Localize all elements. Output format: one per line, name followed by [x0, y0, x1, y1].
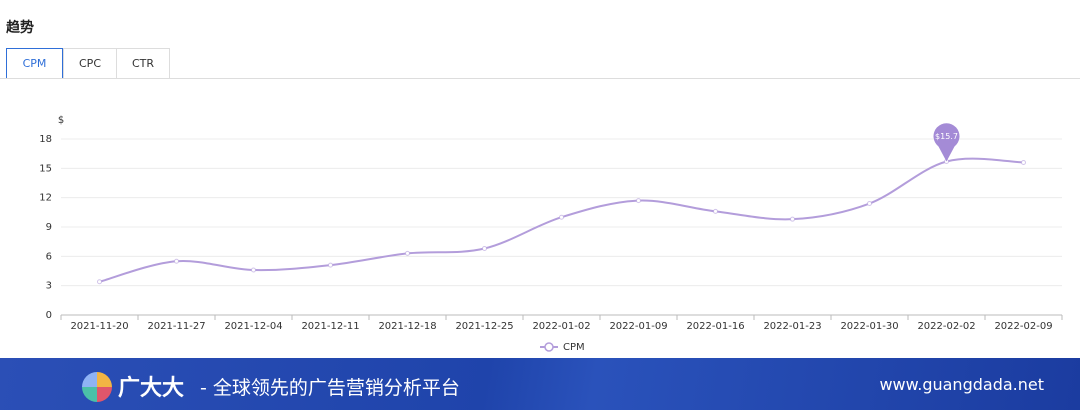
- data-point: [482, 246, 487, 252]
- data-point: [97, 279, 102, 285]
- mark-label: $15.7: [935, 132, 958, 141]
- url[interactable]: www.guangdada.net: [879, 375, 1044, 394]
- y-tick-label: 3: [46, 281, 52, 292]
- mark-pin: [933, 123, 960, 162]
- legend-label: CPM: [563, 342, 585, 353]
- data-point: [328, 262, 333, 268]
- data-point: [867, 201, 872, 207]
- y-tick-label: 9: [46, 222, 52, 233]
- brand: 广大大: [118, 376, 185, 401]
- series-line: [99, 157, 1024, 283]
- data-point: [1021, 159, 1026, 165]
- footer-banner: 广大大 - 全球领先的广告营销分析平台 www.guangdada.net: [0, 358, 1080, 410]
- chart: $0 3 6 9 12 15 18 2021-11-20 2021-11-27 2021-12-0…: [39, 115, 1063, 353]
- x-tick-label: 2021-11-27: [147, 321, 205, 332]
- x-tick-label: 2022-02-09: [994, 321, 1052, 332]
- x-tick-label: 2022-02-02: [917, 321, 975, 332]
- x-tick-label: 2021-12-25: [455, 321, 513, 332]
- x-tick-label: 2022-01-02: [532, 321, 590, 332]
- y-tick-label: 6: [46, 251, 52, 262]
- x-tick-label: 2022-01-16: [686, 321, 744, 332]
- x-tick-label: 2021-12-04: [224, 321, 282, 332]
- x-tick-label: 2021-12-11: [301, 321, 359, 332]
- y-axis-label: $: [58, 115, 64, 126]
- x-tick-label: 2021-11-20: [70, 321, 128, 332]
- data-point: [636, 198, 641, 204]
- x-tick-label: 2022-01-23: [763, 321, 821, 332]
- divider: [0, 78, 1080, 79]
- y-tick-label: 18: [39, 134, 52, 145]
- logo: [82, 372, 112, 402]
- data-point: [405, 250, 410, 256]
- x-tick-label: 2022-01-30: [840, 321, 898, 332]
- x-tick-label: 2021-12-18: [378, 321, 436, 332]
- y-tick-label: 0: [46, 310, 52, 321]
- data-point: [559, 214, 564, 220]
- y-tick-label: 15: [39, 163, 52, 174]
- slogan: - 全球领先的广告营销分析平台: [200, 377, 460, 399]
- data-point: [713, 208, 718, 214]
- section-title: 趋势: [6, 20, 34, 36]
- y-tick-label: 12: [39, 193, 52, 204]
- x-tick-label: 2022-01-09: [609, 321, 667, 332]
- legend-symbol: [544, 342, 554, 352]
- data-point: [174, 258, 179, 264]
- data-point: [251, 267, 256, 273]
- data-point: [790, 216, 795, 222]
